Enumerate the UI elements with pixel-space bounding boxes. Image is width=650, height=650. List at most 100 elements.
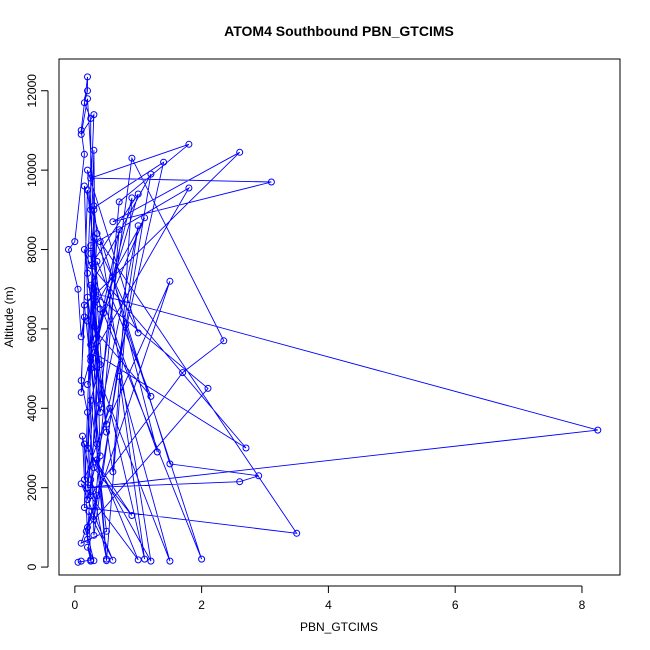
- data-point: [90, 515, 98, 523]
- data-point: [80, 313, 88, 321]
- x-axis-label: PBN_GTCIMS: [300, 620, 378, 634]
- data-point: [90, 289, 98, 297]
- data-point: [134, 222, 142, 230]
- data-point: [147, 392, 155, 400]
- data-point: [84, 543, 91, 551]
- data-point: [87, 365, 95, 373]
- data-point: [84, 73, 91, 81]
- data-point: [90, 297, 98, 305]
- data-point: [103, 527, 110, 535]
- data-point: [198, 555, 206, 563]
- data-point: [84, 381, 91, 388]
- data-point: [90, 557, 98, 565]
- data-point: [236, 478, 244, 486]
- data-point: [166, 277, 174, 285]
- data-point: [84, 484, 91, 492]
- data-point: [141, 555, 149, 563]
- data-point: [96, 408, 104, 416]
- data-point: [166, 557, 174, 565]
- data-point: [109, 218, 117, 226]
- data-point: [90, 206, 98, 214]
- data-point: [71, 238, 79, 246]
- data-point: [115, 373, 123, 380]
- data-point: [80, 150, 88, 158]
- data-point: [87, 250, 95, 257]
- data-point: [147, 557, 155, 565]
- x-tick-label: 8: [579, 598, 586, 612]
- data-point: [65, 246, 72, 253]
- data-point: [84, 408, 91, 416]
- data-point: [128, 194, 136, 202]
- data-point: [87, 174, 95, 182]
- data-point: [147, 170, 155, 178]
- data-point: [87, 341, 95, 349]
- data-point: [185, 140, 193, 148]
- data-point: [267, 178, 275, 186]
- data-point: [153, 448, 161, 456]
- data-point: [77, 377, 85, 384]
- data-point: [93, 440, 101, 448]
- data-point: [84, 95, 91, 103]
- data-point: [179, 369, 187, 377]
- data-point: [134, 329, 142, 337]
- data-point: [87, 476, 95, 484]
- data-point: [80, 246, 88, 253]
- series-line: [68, 76, 598, 563]
- data-point: [204, 384, 212, 392]
- data-point: [236, 148, 244, 156]
- data-point: [87, 281, 95, 289]
- data-series: [65, 73, 602, 566]
- x-tick-label: 2: [198, 598, 205, 612]
- data-point: [96, 238, 104, 246]
- data-point: [87, 396, 95, 404]
- data-point: [141, 214, 149, 222]
- data-point: [77, 539, 85, 547]
- data-point: [185, 184, 193, 192]
- data-point: [160, 158, 168, 166]
- data-point: [106, 404, 114, 412]
- y-tick-label: 12000: [25, 74, 39, 108]
- data-point: [128, 512, 136, 519]
- data-point: [90, 464, 98, 472]
- data-point: [80, 504, 88, 511]
- data-point: [80, 182, 88, 190]
- data-point: [77, 126, 85, 134]
- y-tick-label: 4000: [25, 395, 39, 422]
- data-point: [220, 337, 228, 345]
- data-point: [115, 226, 123, 234]
- data-point: [103, 420, 110, 428]
- data-point: [90, 531, 98, 539]
- data-point: [77, 557, 85, 565]
- y-tick-label: 6000: [25, 315, 39, 342]
- x-axis: 0 2 4 6 8: [72, 585, 586, 612]
- data-point: [84, 87, 91, 95]
- data-point: [93, 492, 101, 500]
- data-point: [242, 444, 250, 452]
- data-point: [77, 388, 85, 396]
- y-tick-label: 2000: [25, 474, 39, 501]
- chart-title: ATOM4 Southbound PBN_GTCIMS: [224, 23, 454, 39]
- x-tick-label: 4: [325, 598, 332, 612]
- data-point: [93, 325, 101, 333]
- x-tick-label: 6: [452, 598, 459, 612]
- data-point: [84, 166, 91, 174]
- data-point: [87, 242, 95, 250]
- data-point: [166, 460, 174, 468]
- data-point: [134, 190, 142, 198]
- data-point: [594, 426, 602, 434]
- y-axis-label: Altitude (m): [2, 286, 16, 347]
- data-point: [79, 432, 86, 440]
- data-point: [87, 357, 95, 365]
- data-point: [90, 202, 98, 210]
- y-tick-label: 8000: [25, 236, 39, 263]
- data-point: [77, 130, 85, 138]
- data-point: [84, 535, 91, 543]
- data-point: [80, 440, 88, 448]
- data-point: [74, 285, 82, 293]
- data-point: [255, 472, 263, 480]
- data-point: [77, 333, 85, 341]
- x-tick-label: 0: [72, 598, 79, 612]
- data-point: [109, 468, 117, 476]
- data-point: [90, 146, 98, 154]
